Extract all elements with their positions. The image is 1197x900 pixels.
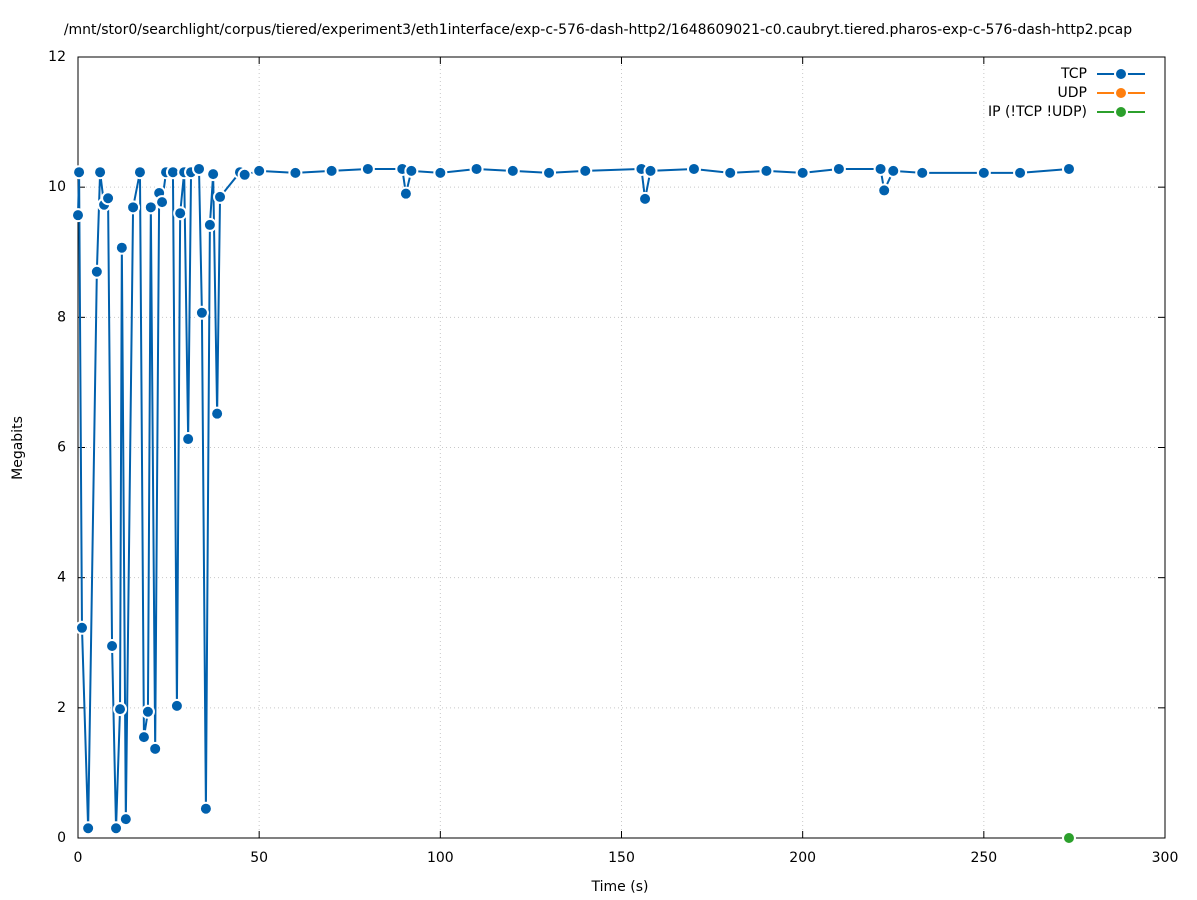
y-tick-label: 2	[57, 700, 66, 716]
plot-frame	[77, 56, 1166, 839]
data-point	[542, 165, 557, 180]
data-point	[873, 161, 888, 176]
data-point	[148, 741, 163, 756]
data-point	[252, 163, 267, 178]
legend-label: TCP	[1060, 66, 1087, 82]
data-point	[169, 698, 184, 713]
data-point	[360, 161, 375, 176]
data-point	[398, 186, 413, 201]
data-point	[976, 165, 991, 180]
data-point	[143, 200, 158, 215]
legend-label: UDP	[1058, 85, 1087, 101]
y-tick-label: 8	[57, 309, 66, 325]
data-point	[140, 704, 155, 719]
data-point	[114, 240, 129, 255]
data-point	[1013, 165, 1028, 180]
data-point	[578, 163, 593, 178]
data-point	[93, 165, 108, 180]
data-point	[237, 167, 252, 182]
chart-title: /mnt/stor0/searchlight/corpus/tiered/exp…	[64, 22, 1132, 38]
y-tick-label: 0	[57, 830, 66, 846]
data-point	[206, 167, 221, 182]
data-point	[643, 163, 658, 178]
data-point	[101, 191, 116, 206]
legend-label: IP (!TCP !UDP)	[988, 104, 1087, 120]
data-point	[404, 163, 419, 178]
data-point	[686, 161, 701, 176]
data-point	[181, 432, 196, 447]
x-axis-label: Time (s)	[591, 879, 649, 895]
data-point	[173, 206, 188, 221]
data-point	[723, 165, 738, 180]
data-point	[132, 165, 147, 180]
data-point	[210, 406, 225, 421]
data-point	[118, 812, 133, 827]
data-point	[886, 163, 901, 178]
data-point	[155, 195, 170, 210]
y-axis-label: Megabits	[10, 416, 26, 480]
data-point	[81, 821, 96, 836]
data-point	[469, 161, 484, 176]
data-point	[915, 165, 930, 180]
legend-marker	[1114, 67, 1128, 81]
data-point	[213, 189, 228, 204]
data-point	[109, 821, 124, 836]
data-point	[89, 264, 104, 279]
data-point	[288, 165, 303, 180]
data-point	[192, 161, 207, 176]
data-point	[1061, 831, 1076, 845]
data-point	[194, 305, 209, 320]
data-point	[877, 183, 892, 198]
data-point	[759, 163, 774, 178]
y-tick-label: 4	[57, 570, 66, 586]
data-point	[74, 620, 89, 635]
data-point	[72, 165, 87, 180]
data-point	[505, 163, 520, 178]
x-tick-label: 200	[789, 850, 816, 866]
series-line	[77, 167, 1070, 829]
data-point	[324, 163, 339, 178]
x-tick-label: 50	[250, 850, 268, 866]
data-point	[795, 165, 810, 180]
legend-marker	[1114, 86, 1128, 100]
data-point	[105, 639, 120, 654]
data-point	[71, 208, 85, 223]
y-tick-label: 6	[57, 440, 66, 456]
y-tick-label: 12	[48, 49, 66, 65]
data-point	[433, 165, 448, 180]
x-tick-label: 300	[1152, 850, 1179, 866]
data-point	[126, 200, 141, 215]
legend-marker	[1114, 105, 1128, 119]
x-tick-label: 100	[427, 850, 454, 866]
data-point	[136, 730, 151, 745]
x-tick-label: 150	[608, 850, 635, 866]
x-tick-label: 250	[970, 850, 997, 866]
data-point	[1061, 161, 1076, 176]
data-point	[831, 161, 846, 176]
x-tick-label: 0	[74, 850, 83, 866]
data-point	[202, 217, 217, 232]
data-point	[113, 702, 128, 717]
data-point	[638, 191, 653, 206]
data-point	[165, 165, 180, 180]
y-tick-label: 10	[48, 179, 66, 195]
data-point	[198, 801, 213, 816]
